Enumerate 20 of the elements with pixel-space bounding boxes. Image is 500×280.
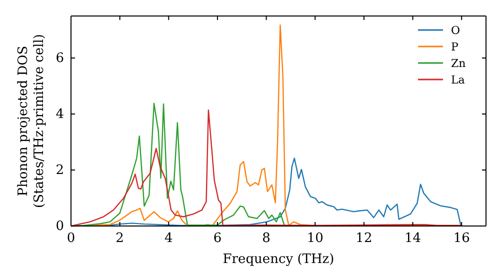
x-tick-label: 10 xyxy=(306,231,324,246)
x-tick-label: 6 xyxy=(213,231,222,246)
legend-label: O xyxy=(451,24,460,37)
x-tick-label: 16 xyxy=(453,231,470,246)
y-tick-label: 4 xyxy=(56,107,64,122)
x-tick-label: 12 xyxy=(356,231,372,246)
x-axis-title: Frequency (THz) xyxy=(222,252,334,267)
y-tick-label: 0 xyxy=(56,219,64,234)
legend-label: P xyxy=(451,40,459,54)
y-axis-title: Phonon projected DOS (States/THz·primitive cell) xyxy=(16,34,47,208)
line-series xyxy=(70,109,462,227)
y-tick-label: 6 xyxy=(56,51,64,66)
legend-label: Zn xyxy=(451,57,466,70)
y-tick-label: 2 xyxy=(56,163,64,178)
x-tick-label: 8 xyxy=(262,231,270,246)
legend-label: La xyxy=(451,74,466,86)
x-tick-label: 14 xyxy=(404,231,422,246)
x-tick-label: 0 xyxy=(66,231,76,246)
x-tick-label: 4 xyxy=(164,231,173,246)
x-tick-label: 2 xyxy=(116,231,124,246)
